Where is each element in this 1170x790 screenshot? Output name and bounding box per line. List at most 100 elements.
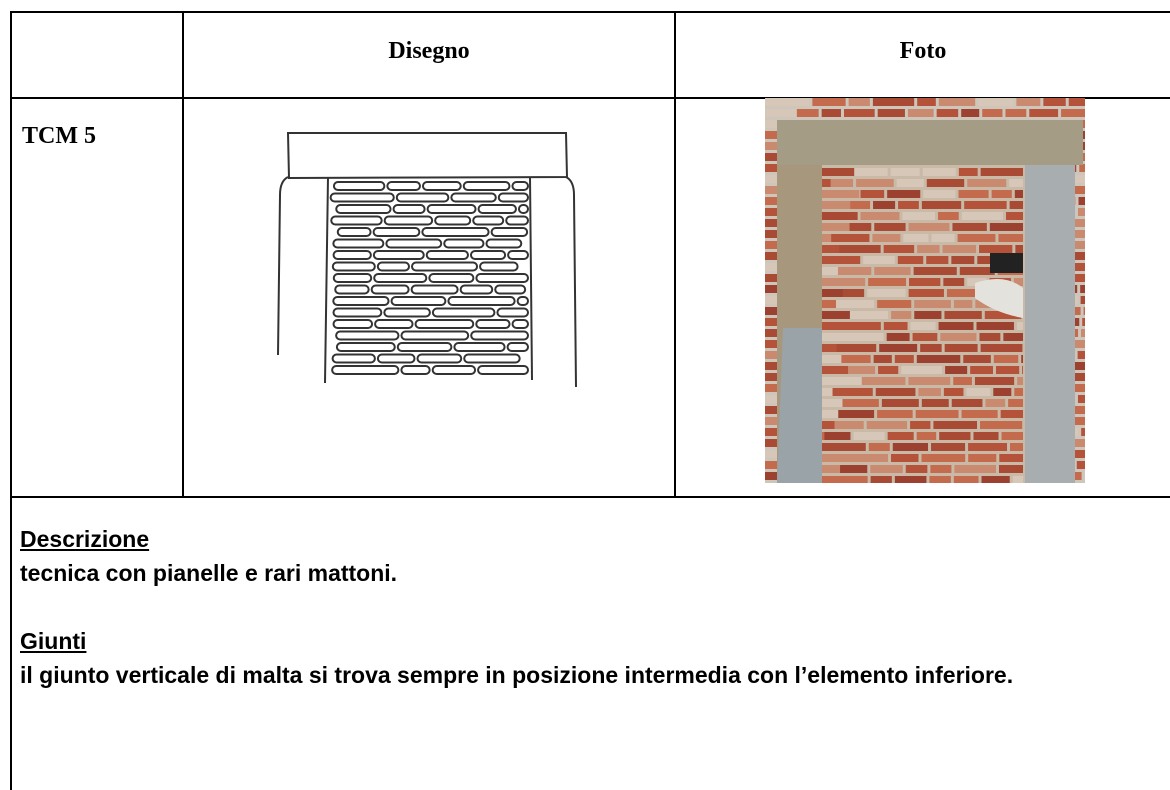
texture xyxy=(332,238,385,249)
texture xyxy=(861,377,906,385)
texture xyxy=(837,267,872,275)
texture xyxy=(931,443,966,451)
texture xyxy=(822,388,843,396)
texture xyxy=(822,212,858,220)
texture xyxy=(930,465,952,473)
texture xyxy=(961,212,1004,220)
texture xyxy=(765,98,786,106)
texture xyxy=(385,238,443,249)
texture xyxy=(506,342,529,352)
texture xyxy=(475,319,511,329)
texture xyxy=(914,300,951,308)
texture xyxy=(1029,109,1059,117)
texture xyxy=(383,215,434,226)
texture xyxy=(832,388,873,396)
texture xyxy=(887,432,914,440)
texture xyxy=(894,476,927,483)
texture xyxy=(856,179,894,187)
texture xyxy=(846,322,881,330)
texture xyxy=(850,201,871,209)
texture xyxy=(894,355,914,363)
row-label: TCM 5 xyxy=(22,123,96,149)
texture xyxy=(1077,395,1085,403)
texture xyxy=(923,190,956,198)
texture xyxy=(822,421,841,429)
texture xyxy=(961,410,998,418)
texture xyxy=(942,245,977,253)
texture xyxy=(1012,476,1023,483)
texture xyxy=(926,256,949,264)
texture xyxy=(485,238,523,249)
texture xyxy=(372,227,421,237)
texture xyxy=(426,204,477,214)
border xyxy=(10,11,12,790)
texture xyxy=(980,168,1023,176)
texture xyxy=(951,399,983,407)
texture xyxy=(822,201,864,209)
texture xyxy=(936,109,959,117)
texture xyxy=(921,201,962,209)
texture xyxy=(1016,322,1023,330)
texture xyxy=(335,330,400,341)
texture xyxy=(903,234,929,242)
texture xyxy=(400,365,431,375)
texture xyxy=(881,399,919,407)
texture xyxy=(917,245,940,253)
texture xyxy=(822,399,845,407)
texture xyxy=(428,273,475,283)
texture xyxy=(991,190,1012,198)
texture xyxy=(822,454,851,462)
texture xyxy=(1081,329,1085,337)
texture xyxy=(1070,274,1085,282)
texture xyxy=(1080,285,1085,293)
column-header: Disegno xyxy=(388,38,470,64)
texture xyxy=(822,223,864,231)
texture xyxy=(957,234,996,242)
texture xyxy=(796,109,819,117)
texture xyxy=(898,201,919,209)
texture xyxy=(952,223,987,231)
texture xyxy=(1082,318,1085,326)
texture xyxy=(993,388,1012,396)
texture xyxy=(812,98,846,106)
texture xyxy=(517,204,529,214)
texture xyxy=(511,319,529,329)
texture xyxy=(494,284,527,295)
texture xyxy=(989,223,1023,231)
texture xyxy=(860,190,885,198)
texture xyxy=(475,273,529,283)
texture xyxy=(953,476,979,483)
texture xyxy=(1021,355,1023,363)
texture xyxy=(866,421,908,429)
texture xyxy=(1014,190,1023,198)
texture xyxy=(846,333,884,341)
texture xyxy=(1076,461,1085,469)
texture xyxy=(995,366,1020,374)
texture xyxy=(951,256,975,264)
texture xyxy=(833,256,861,264)
texture xyxy=(887,190,921,198)
texture xyxy=(443,238,485,249)
texture xyxy=(913,267,957,275)
texture xyxy=(1043,98,1066,106)
texture xyxy=(332,296,390,306)
texture xyxy=(939,432,971,440)
texture xyxy=(822,245,854,253)
texture xyxy=(867,289,906,297)
texture xyxy=(872,234,901,242)
texture xyxy=(765,197,787,205)
texture xyxy=(910,421,931,429)
texture xyxy=(836,344,877,352)
texture xyxy=(1071,362,1085,370)
texture xyxy=(1079,164,1085,172)
texture xyxy=(472,215,505,226)
texture xyxy=(822,355,844,363)
texture xyxy=(822,333,855,341)
texture xyxy=(459,284,494,295)
texture xyxy=(961,109,980,117)
texture xyxy=(396,342,453,352)
texture xyxy=(980,421,1023,429)
texture xyxy=(822,267,846,275)
texture xyxy=(968,443,1008,451)
texture xyxy=(907,109,934,117)
